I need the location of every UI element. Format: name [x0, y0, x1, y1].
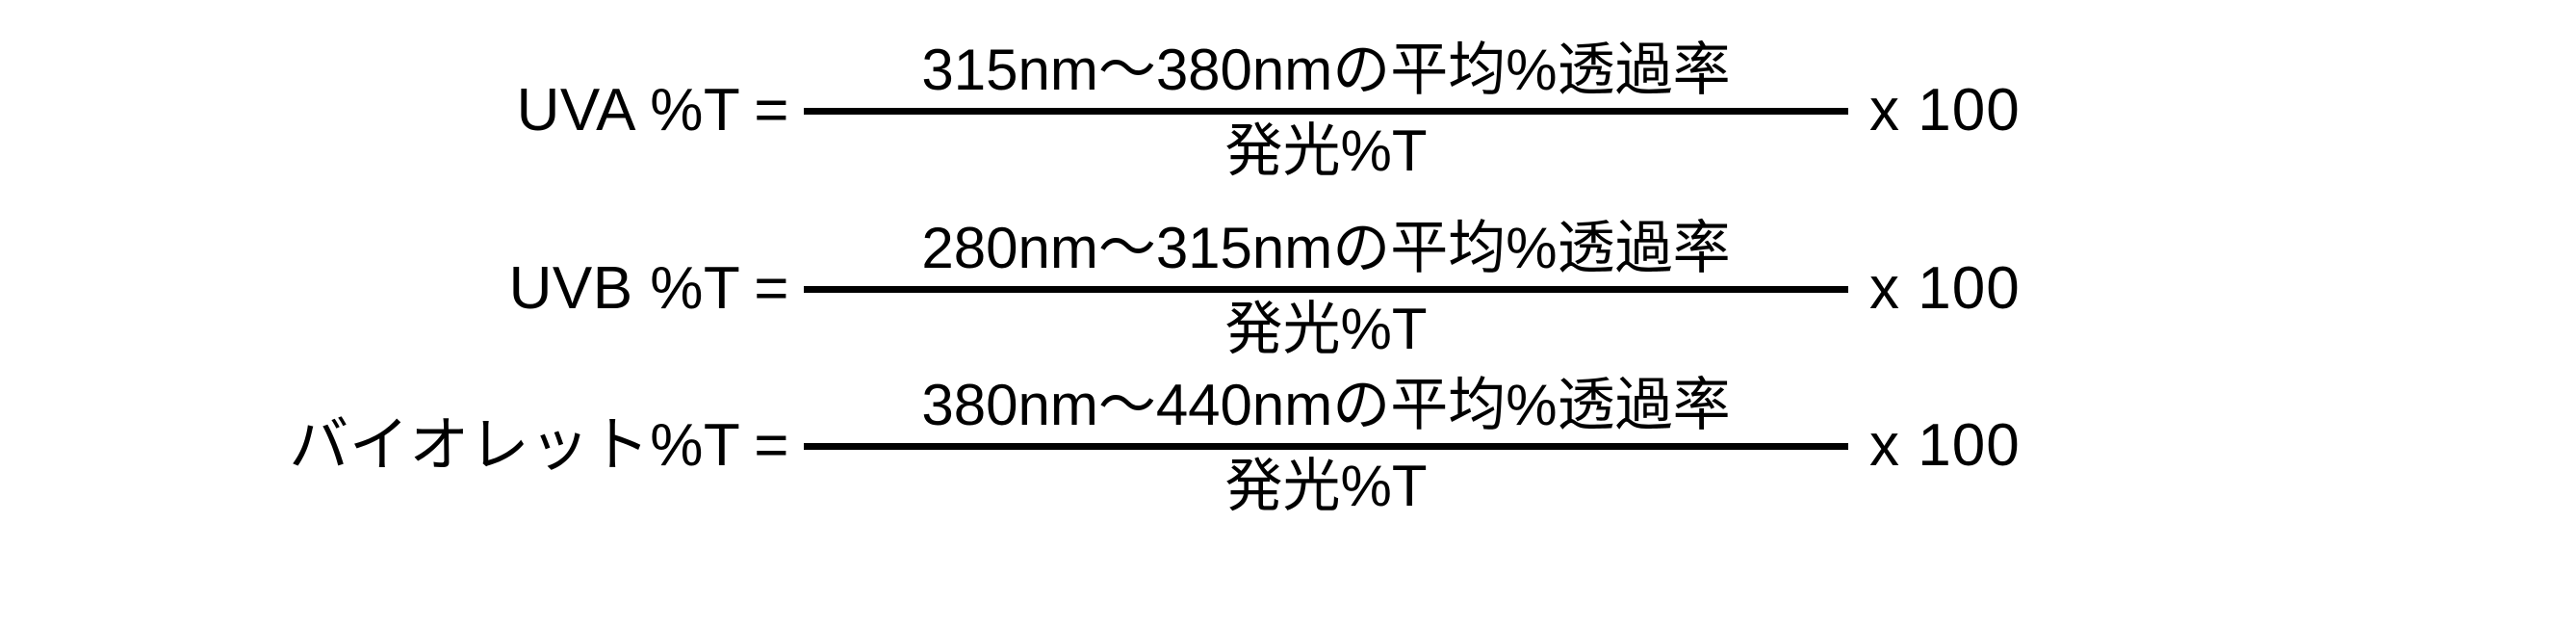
- fraction-uvb: 280nm～315nmの平均%透過率 発光%T: [804, 215, 1848, 361]
- fraction-violet: 380nm～440nmの平均%透過率 発光%T: [804, 372, 1848, 518]
- multiplier-uvb: x 100: [1869, 255, 2021, 322]
- denominator-uva: 発光%T: [1224, 118, 1428, 183]
- denominator-violet: 発光%T: [1224, 453, 1428, 518]
- fraction-bar-violet: [804, 442, 1848, 450]
- equation-row-uva: UVA %T = 315nm～380nmの平均%透過率 発光%T x 100: [0, 29, 2576, 193]
- multiplier-uva: x 100: [1869, 77, 2021, 144]
- fraction-uva: 315nm～380nmの平均%透過率 発光%T: [804, 39, 1848, 183]
- equation-lhs-uva: UVA %T =: [0, 81, 789, 141]
- equation-label-violet: バイオレット%T: [289, 412, 741, 479]
- fraction-bar-uvb: [804, 285, 1848, 293]
- multiplier-violet: x 100: [1869, 412, 2021, 479]
- equation-label-uvb: UVB %T: [508, 255, 741, 322]
- fraction-bar-uva: [804, 107, 1848, 115]
- equation-row-uvb: UVB %T = 280nm～315nmの平均%透過率 発光%T x 100: [0, 207, 2576, 371]
- equals-sign-uvb: =: [754, 255, 789, 322]
- numerator-violet: 380nm～440nmの平均%透過率: [921, 372, 1731, 437]
- equals-sign-violet: =: [754, 412, 789, 479]
- equation-row-violet: バイオレット%T = 380nm～440nmの平均%透過率 発光%T x 100: [0, 364, 2576, 528]
- equation-label-uva: UVA %T: [516, 77, 741, 144]
- equation-lhs-uvb: UVB %T =: [0, 259, 789, 319]
- equation-lhs-violet: バイオレット%T =: [0, 416, 789, 476]
- numerator-uvb: 280nm～315nmの平均%透過率: [921, 215, 1731, 280]
- equals-sign-uva: =: [754, 77, 789, 144]
- numerator-uva: 315nm～380nmの平均%透過率: [921, 37, 1731, 102]
- denominator-uvb: 発光%T: [1224, 296, 1428, 361]
